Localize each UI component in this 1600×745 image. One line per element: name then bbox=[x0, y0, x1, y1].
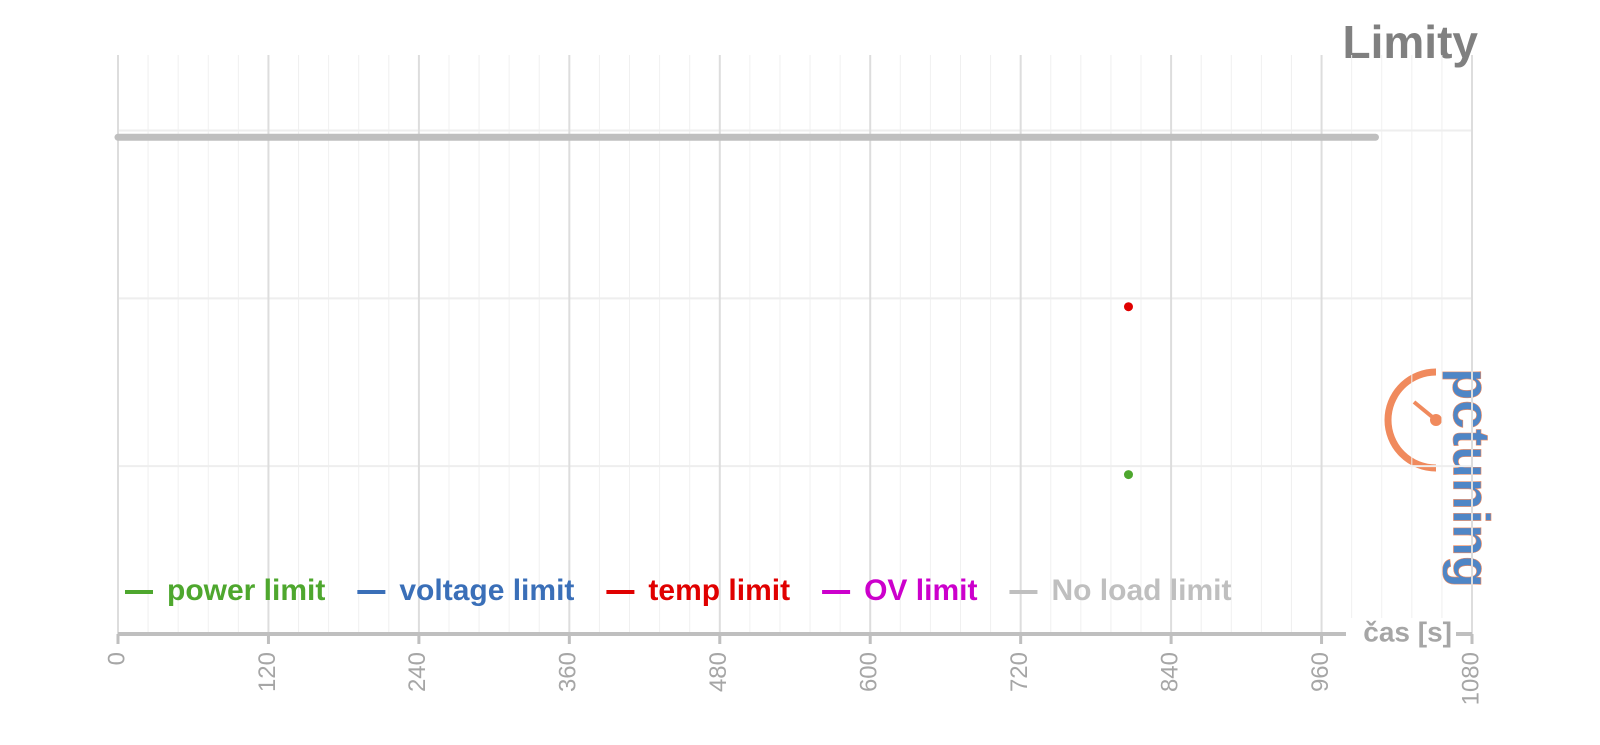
x-tick-label: 840 bbox=[1156, 652, 1183, 692]
logo-hub bbox=[1430, 414, 1442, 426]
legend-label: No load limit bbox=[1051, 574, 1231, 607]
logo-arc bbox=[1384, 368, 1437, 472]
x-axis-label: čas [s] bbox=[1363, 616, 1452, 647]
legend-label: power limit bbox=[167, 574, 325, 607]
x-tick-label: 960 bbox=[1307, 652, 1334, 692]
x-tick-label: 1080 bbox=[1457, 652, 1484, 705]
legend-label: voltage limit bbox=[399, 574, 574, 607]
x-label-bg bbox=[1346, 618, 1456, 650]
x-tick-label: 120 bbox=[254, 652, 281, 692]
legend-label: OV limit bbox=[864, 574, 977, 607]
legend-label: temp limit bbox=[648, 574, 790, 607]
x-tick-label: 360 bbox=[555, 652, 582, 692]
x-tick-label: 720 bbox=[1006, 652, 1033, 692]
data-point bbox=[1123, 302, 1133, 312]
data-point bbox=[1123, 470, 1133, 480]
x-tick-label: 480 bbox=[705, 652, 732, 692]
x-tick-label: 0 bbox=[103, 652, 130, 665]
x-tick-label: 240 bbox=[404, 652, 431, 692]
logo: pctuning bbox=[1384, 368, 1500, 588]
x-tick-label: 600 bbox=[856, 652, 883, 692]
logo-text: pctuning bbox=[1441, 368, 1499, 588]
chart-title: Limity bbox=[1343, 16, 1479, 68]
